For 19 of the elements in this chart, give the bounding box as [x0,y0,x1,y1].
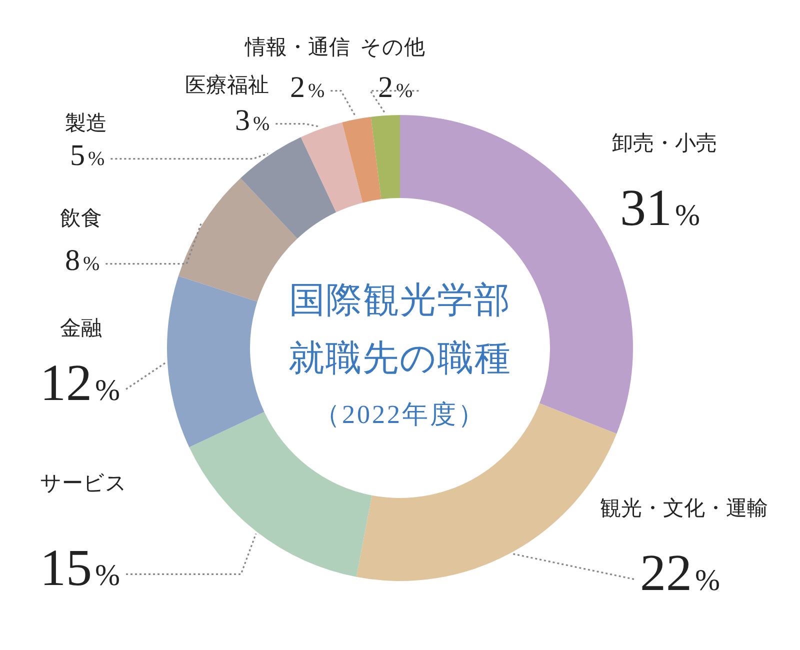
slice-label: 飲食 [60,206,102,230]
slice-label: 医療福祉 [185,73,269,97]
slice-label: 観光・文化・運輸 [600,496,768,520]
data-label: 8% [65,244,100,277]
data-label: 31% [620,180,700,237]
slice-label: 卸売・小売 [612,131,717,155]
data-label: 5% [70,139,105,172]
slice-label: その他 [360,35,425,59]
slice-label: 製造 [65,111,107,135]
text: 国際観光学部就職先の職種 [288,280,512,378]
data-label: 22% [640,545,720,602]
text: （2022年度） [314,400,486,429]
data-label: 12% [40,355,120,412]
data-label: 3% [235,104,270,137]
slice-label: サービス [40,471,127,495]
slice-label: 金融 [60,316,102,340]
data-label: 15% [40,540,120,597]
slice-label: 情報・通信 [244,35,350,59]
data-label: 2% [290,71,325,104]
